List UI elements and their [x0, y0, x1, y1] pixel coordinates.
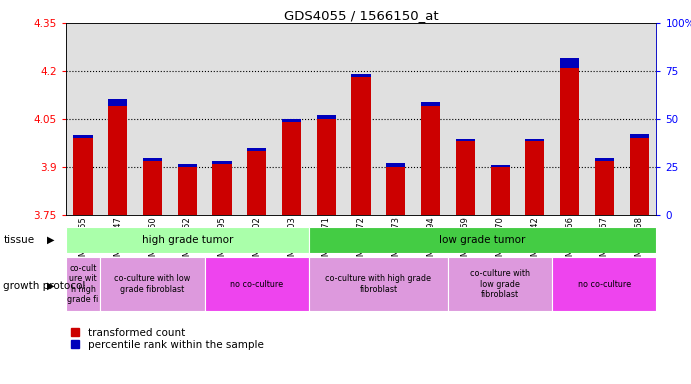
Bar	[247, 148, 266, 151]
Bar	[352, 74, 370, 78]
Bar	[560, 68, 579, 215]
Bar	[143, 161, 162, 215]
Text: ▶: ▶	[47, 281, 55, 291]
Bar	[525, 141, 545, 215]
Text: co-cult
ure wit
h high
grade fi: co-cult ure wit h high grade fi	[68, 264, 99, 304]
Bar	[212, 164, 231, 215]
Bar	[316, 119, 336, 215]
Bar	[178, 167, 197, 215]
Legend: transformed count, percentile rank within the sample: transformed count, percentile rank withi…	[71, 328, 263, 350]
Bar	[630, 134, 649, 138]
Bar	[595, 158, 614, 161]
Bar	[491, 167, 510, 215]
Bar	[108, 99, 127, 106]
Bar	[205, 257, 309, 311]
Bar	[448, 257, 552, 311]
Title: GDS4055 / 1566150_at: GDS4055 / 1566150_at	[284, 9, 438, 22]
Bar	[386, 167, 406, 215]
Text: ▶: ▶	[47, 235, 55, 245]
Bar	[247, 151, 266, 215]
Bar	[595, 161, 614, 215]
Bar	[73, 136, 93, 138]
Bar	[421, 106, 440, 215]
Bar	[66, 227, 309, 253]
Bar	[560, 58, 579, 68]
Bar	[282, 119, 301, 122]
Bar	[143, 158, 162, 161]
Bar	[456, 139, 475, 141]
Text: co-culture with high grade
fibroblast: co-culture with high grade fibroblast	[325, 275, 431, 294]
Bar	[525, 139, 545, 141]
Text: no co-culture: no co-culture	[230, 280, 283, 289]
Bar	[352, 78, 370, 215]
Bar	[316, 115, 336, 119]
Bar	[456, 141, 475, 215]
Bar	[108, 106, 127, 215]
Text: no co-culture: no co-culture	[578, 280, 631, 289]
Bar	[100, 257, 205, 311]
Bar	[552, 257, 656, 311]
Text: high grade tumor: high grade tumor	[142, 235, 233, 245]
Bar	[630, 138, 649, 215]
Bar	[178, 164, 197, 167]
Bar	[491, 165, 510, 167]
Bar	[212, 161, 231, 164]
Text: tissue: tissue	[3, 235, 35, 245]
Bar	[309, 257, 448, 311]
Text: co-culture with
low grade
fibroblast: co-culture with low grade fibroblast	[470, 269, 530, 299]
Bar	[66, 257, 100, 311]
Bar	[73, 138, 93, 215]
Text: low grade tumor: low grade tumor	[439, 235, 526, 245]
Text: co-culture with low
grade fibroblast: co-culture with low grade fibroblast	[115, 275, 191, 294]
Bar	[309, 227, 656, 253]
Bar	[282, 122, 301, 215]
Text: growth protocol: growth protocol	[3, 281, 86, 291]
Bar	[386, 163, 406, 167]
Bar	[421, 103, 440, 106]
